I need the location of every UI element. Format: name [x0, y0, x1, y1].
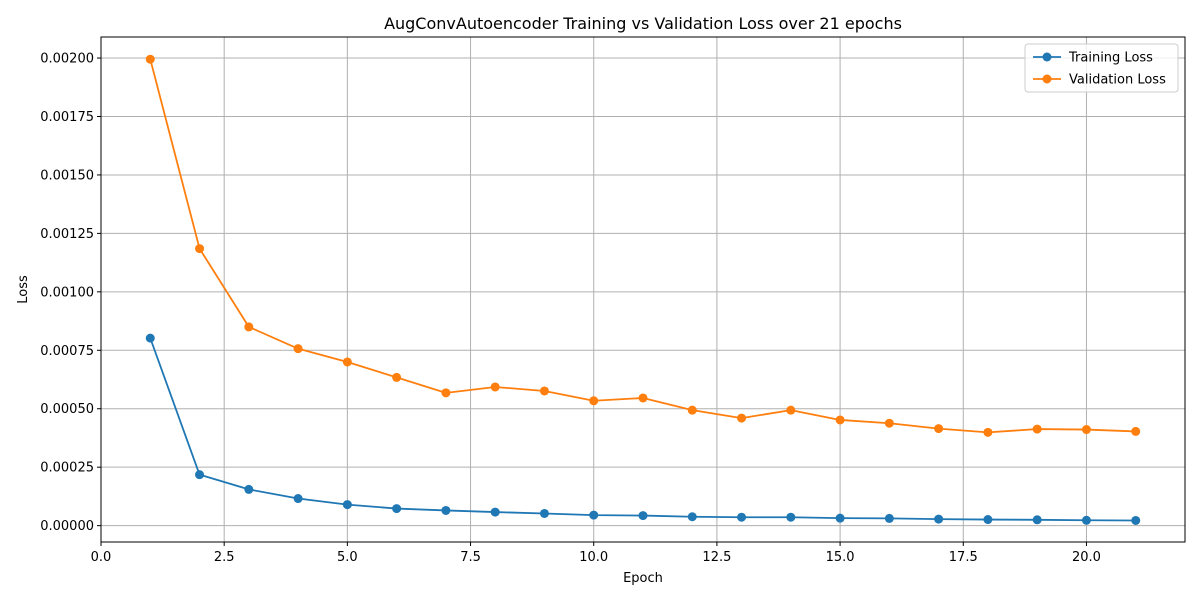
- legend-label: Training Loss: [1068, 51, 1153, 66]
- data-point: [392, 372, 402, 382]
- data-point: [687, 512, 697, 522]
- series-layer: [145, 54, 1141, 525]
- x-tick-label: 0.0: [91, 550, 112, 565]
- data-point: [539, 386, 549, 396]
- data-point: [934, 514, 944, 524]
- legend-box: [1024, 43, 1179, 93]
- x-axis-label: Epoch: [623, 571, 663, 586]
- x-tick-label: 7.5: [460, 550, 481, 565]
- data-point: [1081, 425, 1091, 435]
- data-point: [293, 494, 303, 504]
- data-point: [737, 512, 747, 522]
- data-point: [539, 508, 549, 518]
- data-point: [490, 382, 500, 392]
- data-point: [835, 513, 845, 523]
- y-tick-label: 0.00200: [40, 52, 94, 67]
- data-point: [1131, 515, 1141, 525]
- x-tick-label: 20.0: [1072, 550, 1101, 565]
- data-point: [983, 427, 993, 437]
- data-point: [1032, 515, 1042, 525]
- chart-title: AugConvAutoencoder Training vs Validatio…: [384, 14, 902, 33]
- y-tick-label: 0.00000: [40, 519, 94, 534]
- y-axis-ticks: 0.00000 0.00025 0.00050 0.00075 0.00100 0.001…: [40, 52, 101, 534]
- y-tick-label: 0.00125: [40, 227, 94, 242]
- data-point: [342, 357, 352, 367]
- grid: [100, 37, 1185, 542]
- data-point: [638, 393, 648, 403]
- legend-item: Training Loss: [1033, 51, 1153, 66]
- data-point: [884, 513, 894, 523]
- data-point: [1081, 515, 1091, 525]
- data-point: [786, 405, 796, 415]
- data-point: [786, 512, 796, 522]
- data-point: [1032, 424, 1042, 434]
- data-point: [884, 418, 894, 428]
- x-tick-label: 12.5: [702, 550, 731, 565]
- data-point: [293, 344, 303, 354]
- y-tick-label: 0.00100: [40, 285, 94, 300]
- data-point: [490, 507, 500, 517]
- data-point: [983, 515, 993, 525]
- y-tick-label: 0.00150: [40, 168, 94, 183]
- data-point: [1131, 426, 1141, 436]
- data-point: [244, 322, 254, 332]
- data-point: [835, 415, 845, 425]
- legend-swatch-marker: [1042, 52, 1052, 62]
- series-0: [145, 333, 1141, 525]
- data-point: [244, 484, 254, 494]
- data-point: [195, 470, 205, 480]
- y-tick-label: 0.00175: [40, 110, 94, 125]
- data-point: [934, 424, 944, 434]
- x-tick-label: 5.0: [337, 550, 358, 565]
- data-point: [392, 504, 402, 514]
- data-point: [687, 405, 697, 415]
- series-1: [145, 54, 1141, 437]
- data-point: [145, 54, 155, 64]
- x-tick-label: 2.5: [214, 550, 235, 565]
- data-point: [638, 511, 648, 521]
- y-tick-label: 0.00050: [40, 402, 94, 417]
- data-point: [737, 413, 747, 423]
- data-point: [145, 333, 155, 343]
- y-axis-label: Loss: [16, 275, 31, 304]
- y-tick-label: 0.00025: [40, 461, 94, 476]
- data-point: [342, 500, 352, 510]
- x-axis-ticks: 0.0 2.5 5.0 7.5 10.0 12.5 15.0 17.5 20.0: [91, 542, 1101, 565]
- legend: Training Loss Validation Loss: [1024, 43, 1179, 93]
- data-point: [441, 388, 451, 398]
- data-point: [589, 396, 599, 406]
- x-tick-label: 17.5: [949, 550, 978, 565]
- legend-swatch-marker: [1042, 74, 1052, 84]
- data-point: [195, 244, 205, 254]
- data-point: [589, 510, 599, 520]
- x-tick-label: 15.0: [826, 550, 855, 565]
- legend-label: Validation Loss: [1069, 73, 1166, 88]
- y-tick-label: 0.00075: [40, 344, 94, 359]
- axes-frame: [100, 36, 1186, 543]
- x-tick-label: 10.0: [579, 550, 608, 565]
- data-point: [441, 505, 451, 515]
- legend-item: Validation Loss: [1033, 73, 1166, 88]
